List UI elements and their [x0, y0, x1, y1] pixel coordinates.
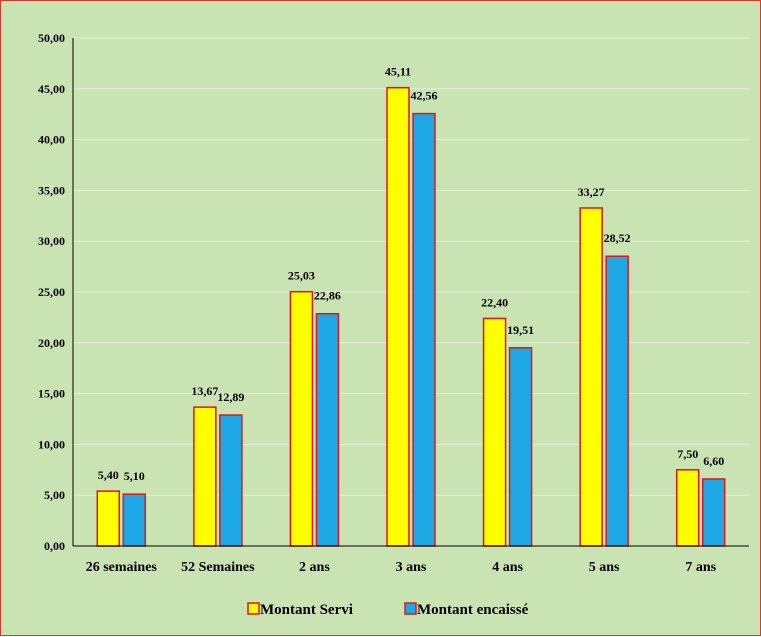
bar-encaisse [122, 493, 147, 547]
bar-encaisse [315, 312, 340, 547]
data-label: 22,86 [314, 289, 341, 303]
data-label: 25,03 [288, 269, 315, 283]
data-label: 7,50 [677, 447, 698, 461]
bar-servi [482, 317, 507, 547]
data-label: 19,51 [507, 323, 534, 337]
y-tick-label: 5,00 [44, 488, 65, 502]
y-tick-label: 15,00 [38, 387, 65, 401]
data-label: 42,56 [411, 89, 438, 103]
data-label: 33,27 [578, 185, 605, 199]
bar-encaisse [605, 255, 629, 547]
legend-swatch-series-1 [404, 602, 417, 615]
x-category-label: 3 ans [396, 560, 427, 575]
bar-servi [193, 406, 217, 547]
bar-encaisse [412, 112, 436, 547]
y-tick-label: 45,00 [38, 82, 65, 96]
y-tick-label: 0,00 [44, 539, 65, 553]
legend-swatch-series-0 [247, 602, 260, 615]
x-category-label: 26 semaines [86, 560, 158, 575]
bar-encaisse [508, 347, 533, 547]
bars [96, 86, 726, 547]
x-category-label: 5 ans [589, 560, 620, 575]
data-label: 12,89 [217, 390, 244, 404]
bar-encaisse [219, 414, 243, 547]
legend: Montant Servi Montant encaissé [247, 602, 529, 618]
bar-servi [579, 207, 603, 547]
x-category-label: 52 Semaines [181, 560, 255, 575]
x-axis-categories: 26 semaines 52 Semaines 2 ans 3 ans 4 ans 5 a… [86, 560, 717, 575]
x-category-label: 2 ans [299, 560, 330, 575]
data-label: 22,40 [481, 295, 508, 309]
data-label: 13,67 [191, 384, 218, 398]
data-label: 28,52 [604, 231, 631, 245]
x-category-label: 7 ans [685, 560, 716, 575]
y-tick-label: 25,00 [38, 285, 65, 299]
legend-label-series-0: Montant Servi [260, 602, 353, 618]
y-tick-label: 10,00 [38, 437, 65, 451]
y-axis-ticks: 0,00 5,00 10,00 15,00 20,00 25,00 30,00 35,00 40… [38, 31, 65, 553]
bar-servi [289, 290, 314, 547]
bar-encaisse [701, 478, 726, 547]
data-label: 45,11 [385, 65, 411, 79]
axes [72, 38, 749, 547]
gridlines [73, 37, 749, 496]
bar-servi [675, 469, 700, 547]
data-label: 6,60 [703, 454, 724, 468]
y-tick-label: 30,00 [38, 234, 65, 248]
bar-servi [96, 490, 121, 547]
y-tick-label: 50,00 [38, 31, 65, 45]
legend-label-series-1: Montant encaissé [417, 602, 529, 618]
data-label: 5,10 [124, 469, 145, 483]
y-tick-label: 40,00 [38, 133, 65, 147]
data-label: 5,40 [98, 468, 119, 482]
y-tick-label: 20,00 [38, 336, 65, 350]
x-category-label: 4 ans [492, 560, 523, 575]
y-tick-label: 35,00 [38, 183, 65, 197]
bar-servi [386, 86, 410, 547]
